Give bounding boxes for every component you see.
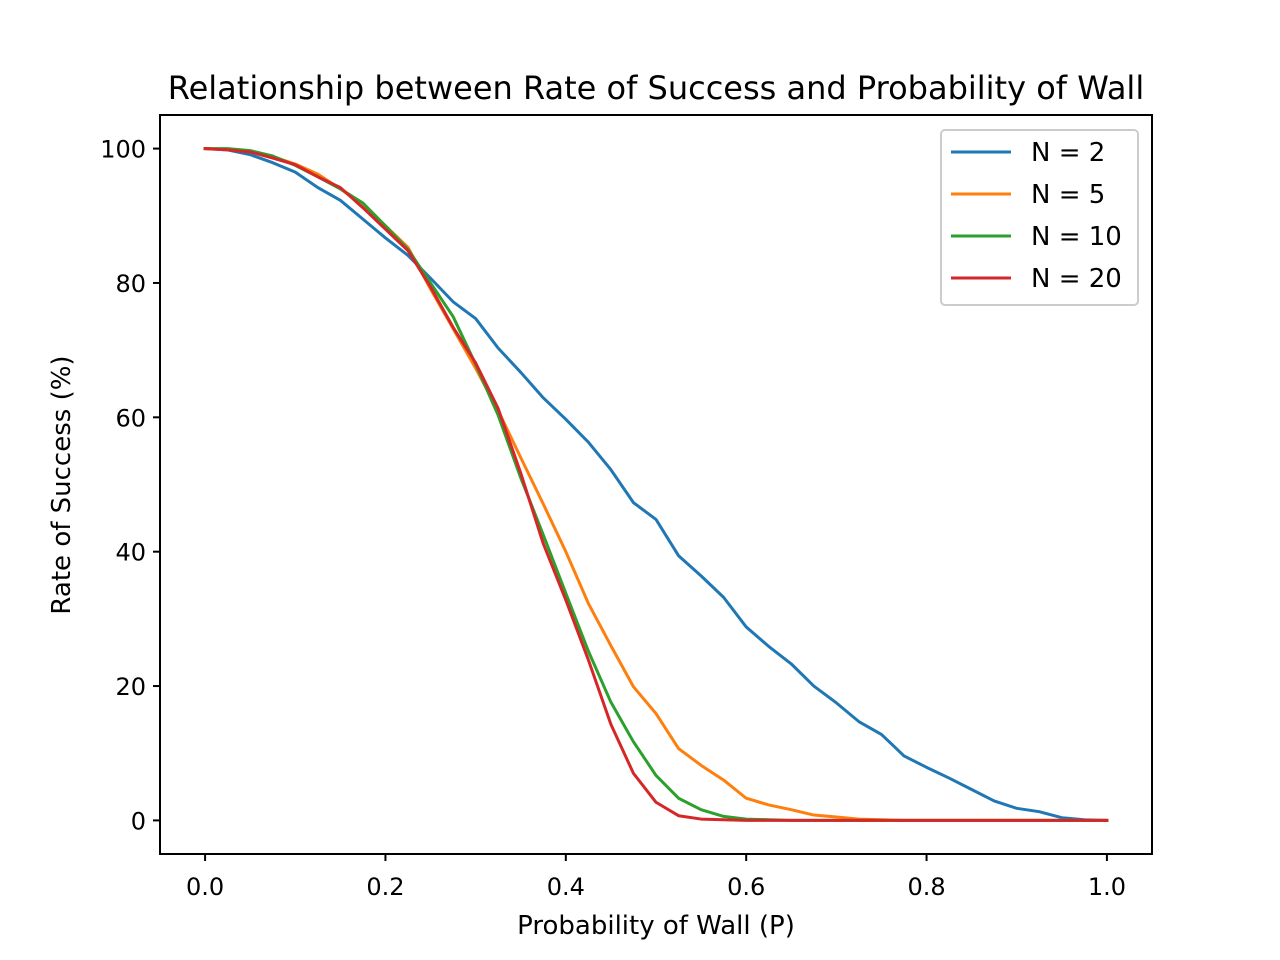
y-tick-label: 60 (115, 404, 146, 432)
x-tick-label: 0.4 (547, 873, 585, 901)
legend-box (940, 129, 1139, 306)
series-line-4 (203, 147, 1109, 822)
y-axis-ticks: 0 20 40 60 80 100 (100, 136, 160, 835)
y-axis-label: Rate of Success (%) (47, 355, 77, 614)
x-tick-label: 0.2 (366, 873, 404, 901)
y-tick-label: 0 (131, 807, 146, 835)
legend-label-1: N = 2 (1031, 138, 1105, 168)
legend: N = 2 N = 5 N = 10 N = 20 (940, 129, 1139, 306)
y-tick-label: 80 (115, 270, 146, 298)
y-tick-label: 100 (100, 136, 146, 164)
legend-label-4: N = 20 (1031, 264, 1122, 294)
plot-frame (159, 114, 1153, 855)
x-axis-ticks: 0.0 0.2 0.4 0.6 0.8 1.0 (186, 854, 1126, 901)
plot-lines (203, 147, 1109, 822)
x-tick-label: 0.8 (907, 873, 945, 901)
y-tick-label: 40 (115, 539, 146, 567)
chart-title: Relationship between Rate of Success and… (168, 69, 1144, 107)
series-line-1 (203, 147, 1109, 822)
legend-label-3: N = 10 (1031, 222, 1122, 252)
legend-label-2: N = 5 (1031, 180, 1105, 210)
x-tick-label: 0.6 (727, 873, 765, 901)
x-axis-label: Probability of Wall (P) (517, 911, 795, 941)
y-tick-label: 20 (115, 673, 146, 701)
x-tick-label: 1.0 (1088, 873, 1126, 901)
x-tick-label: 0.0 (186, 873, 224, 901)
